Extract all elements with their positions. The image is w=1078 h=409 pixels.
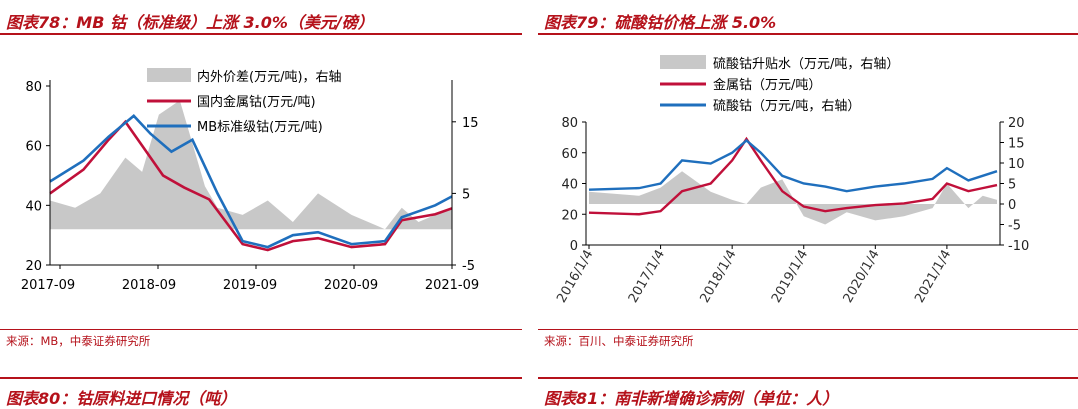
series-area-spread [50,100,452,230]
legend-swatch [660,55,706,69]
title-rule [538,33,1078,35]
y-tick-label-right: -5 [462,259,475,274]
y-tick-label-right: 0 [1008,198,1016,213]
y-tick-label-left: 80 [25,80,42,95]
x-tick-label: 2018/1/4 [697,248,739,306]
legend-label: 硫酸钴（万元/吨，右轴） [713,99,860,114]
y-tick-label-right: 15 [462,116,479,131]
y-tick-label-right: -10 [1008,239,1029,254]
legend-swatch [147,68,191,82]
y-tick-label-right: -5 [1008,219,1021,234]
x-tick-label: 2016/1/4 [554,248,596,306]
y-tick-label-left: 60 [561,147,578,162]
x-tick-label: 2021/1/4 [912,248,954,306]
y-tick-label-left: 20 [25,259,42,274]
y-tick-label-right: 5 [1008,178,1016,193]
chart-title-79: 图表79：硫酸钴价格上涨 5.0% [544,13,777,32]
series-line-mb [49,114,453,249]
source-rule [538,329,1078,330]
y-tick-label-right: 20 [1008,116,1025,131]
y-tick-label-left: 60 [25,140,42,155]
y-tick-label-left: 80 [561,116,578,131]
x-tick-label: 2017/1/4 [626,248,668,306]
chart-panel-79: 图表79：硫酸钴价格上涨 5.0% 80 60 40 20 0 20 15 10 5 0 -5 -10… [538,0,1078,409]
y-tick-label-right: 15 [1008,137,1025,152]
x-tick-label: 2018-09 [122,278,176,293]
x-tick-label: 2019-09 [223,278,277,293]
title-rule-80 [0,377,522,379]
y-tick-label-right: 10 [1008,157,1025,172]
legend-label: 内外价差(万元/吨)，右轴 [197,69,342,85]
chart-source-78: 来源：MB，中泰证券研究所 [6,334,151,348]
chart-title-78: 图表78：MB 钴（标准级）上涨 3.0%（美元/磅） [6,13,374,32]
x-tick-label: 2020-09 [324,278,378,293]
legend-label: 国内金属钴(万元/吨) [197,94,316,110]
y-tick-label-left: 0 [570,239,578,254]
chart-79: 80 60 40 20 0 20 15 10 5 0 -5 -10 2016/1/4 2017/1/4 20… [554,55,1029,306]
chart-title-81: 图表81：南非新增确诊病例（单位：人） [544,389,839,408]
series-line-metal [588,136,998,216]
legend-label: 硫酸钴升贴水（万元/吨，右轴） [713,57,899,72]
source-rule [0,329,522,330]
y-tick-label-left: 40 [25,199,42,214]
x-tick-label: 2019/1/4 [769,248,811,306]
x-tick-label: 2017-09 [21,278,75,293]
x-tick-label: 2021-09 [425,278,479,293]
x-tick-label: 2020/1/4 [841,248,883,306]
legend-label: MB标准级钴(万元/吨) [197,120,323,135]
chart-78: 80 60 40 20 15 5 -5 2017-09 2018-09 2019-09 2020-0… [21,68,479,293]
chart-title-80: 图表80：钴原料进口情况（吨） [6,389,237,408]
y-tick-label-left: 20 [561,208,578,223]
y-tick-label-left: 40 [561,178,578,193]
y-tick-label-right: 5 [462,187,470,202]
title-rule [0,33,522,35]
series-line-sulfate [588,138,998,193]
chart-source-79: 来源：百川、中泰证券研究所 [544,334,694,348]
chart-panel-78: 图表78：MB 钴（标准级）上涨 3.0%（美元/磅） 80 60 40 20 15 5 -… [0,0,522,409]
legend-label: 金属钴（万元/吨） [713,77,821,93]
title-rule-81 [538,377,1078,379]
